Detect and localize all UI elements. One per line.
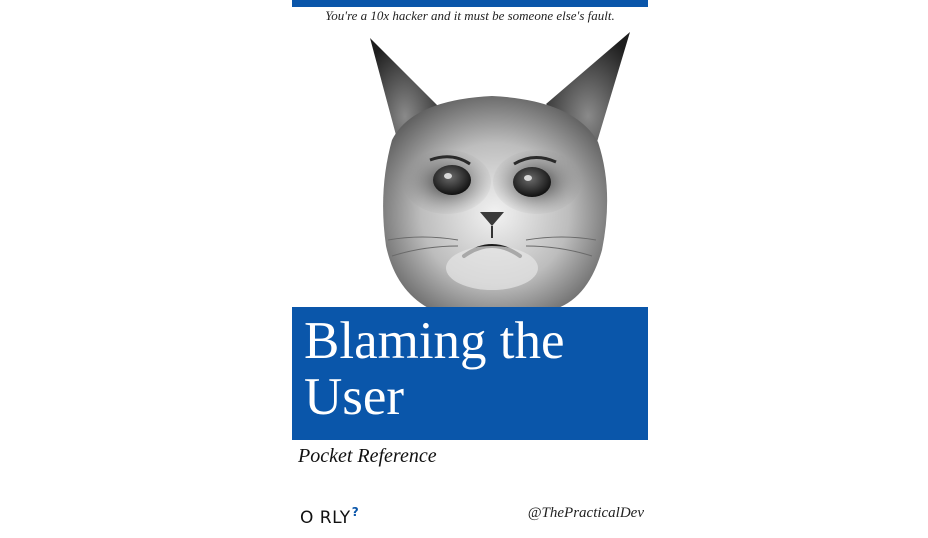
book-cover: You're a 10x hacker and it must be someo… xyxy=(292,0,648,538)
title-line-2: User xyxy=(304,368,405,426)
right-eye xyxy=(513,167,551,197)
tagline: You're a 10x hacker and it must be someo… xyxy=(325,8,615,23)
whiskers xyxy=(387,236,597,257)
grumpy-cat-illustration xyxy=(370,32,630,310)
author-handle: @ThePracticalDev xyxy=(527,505,644,521)
top-color-bar xyxy=(292,0,648,7)
left-eye xyxy=(433,165,471,195)
publisher-logo: O RLY? xyxy=(300,505,359,528)
title-line-1: Blaming the xyxy=(304,312,565,370)
nose xyxy=(480,212,504,226)
subtitle: Pocket Reference xyxy=(298,445,437,467)
publisher-name: O RLY xyxy=(300,508,351,528)
title-block: Blaming the User xyxy=(292,307,648,440)
publisher-question-mark: ? xyxy=(351,505,360,519)
cat-head xyxy=(383,96,608,310)
